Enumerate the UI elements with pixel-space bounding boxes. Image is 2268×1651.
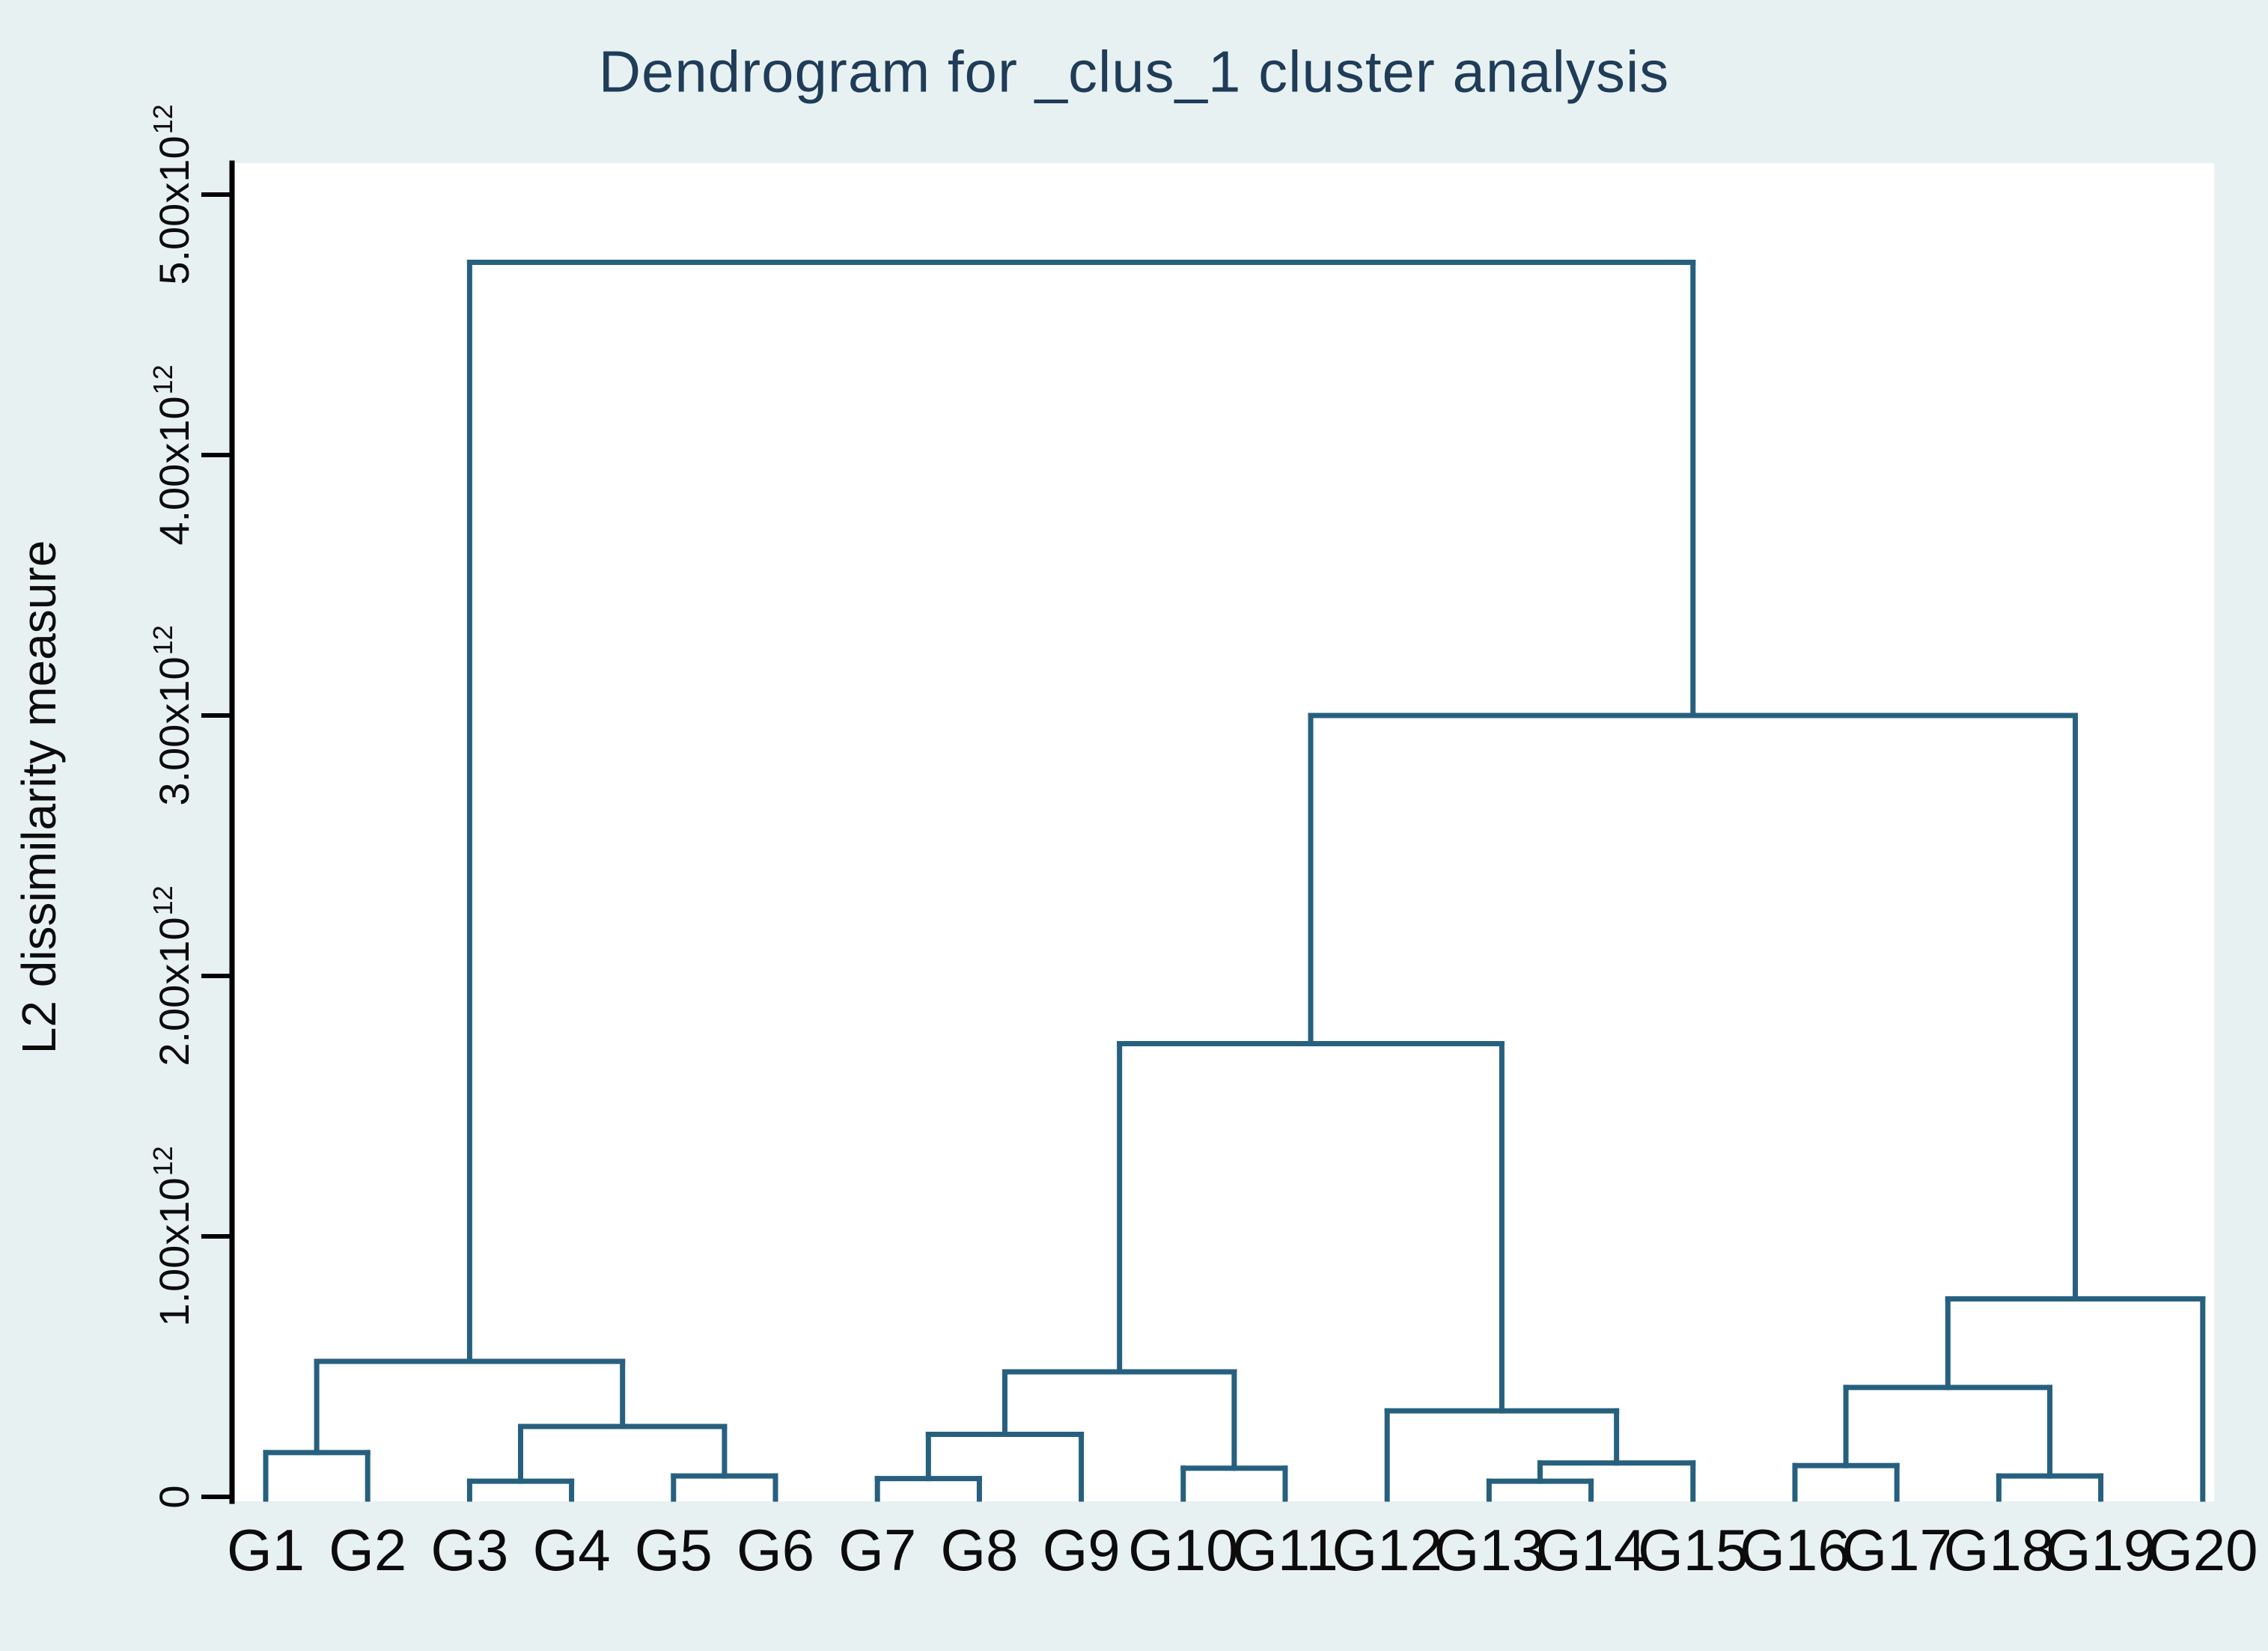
- leaf-label: G18: [1944, 1517, 2054, 1583]
- leaf-label: G1: [227, 1517, 305, 1583]
- y-tick-label: 2.00x1012: [147, 885, 198, 1066]
- leaf-label: G5: [635, 1517, 713, 1583]
- leaf-label: G17: [1841, 1517, 1951, 1583]
- leaf-label: G10: [1128, 1517, 1238, 1583]
- chart-title: Dendrogram for _clus_1 cluster analysis: [598, 38, 1670, 105]
- leaf-label: G2: [329, 1517, 406, 1583]
- leaf-label: G7: [838, 1517, 916, 1583]
- leaf-label: G4: [533, 1517, 611, 1583]
- y-axis-title: L2 dissimilarity measure: [12, 540, 66, 1055]
- leaf-label: G8: [940, 1517, 1018, 1583]
- plot-area: [232, 163, 2214, 1501]
- y-tick-label: 0: [150, 1485, 198, 1508]
- y-tick-label: 5.00x1012: [147, 104, 198, 284]
- leaf-label: G14: [1536, 1517, 1646, 1583]
- leaf-label: G16: [1740, 1517, 1850, 1583]
- leaf-label: G20: [2147, 1517, 2258, 1583]
- y-tick-label: 3.00x1012: [147, 625, 198, 805]
- leaf-label: G9: [1043, 1517, 1121, 1583]
- leaf-label: G11: [1232, 1517, 1338, 1583]
- leaf-label: G3: [430, 1517, 508, 1583]
- leaf-label: G13: [1434, 1517, 1544, 1583]
- leaf-label: G6: [737, 1517, 814, 1583]
- leaf-label: G12: [1332, 1517, 1442, 1583]
- leaf-label: G15: [1638, 1517, 1748, 1583]
- leaf-label: G19: [2046, 1517, 2156, 1583]
- y-tick-label: 4.00x1012: [147, 364, 198, 545]
- y-tick-label: 1.00x1012: [147, 1146, 198, 1326]
